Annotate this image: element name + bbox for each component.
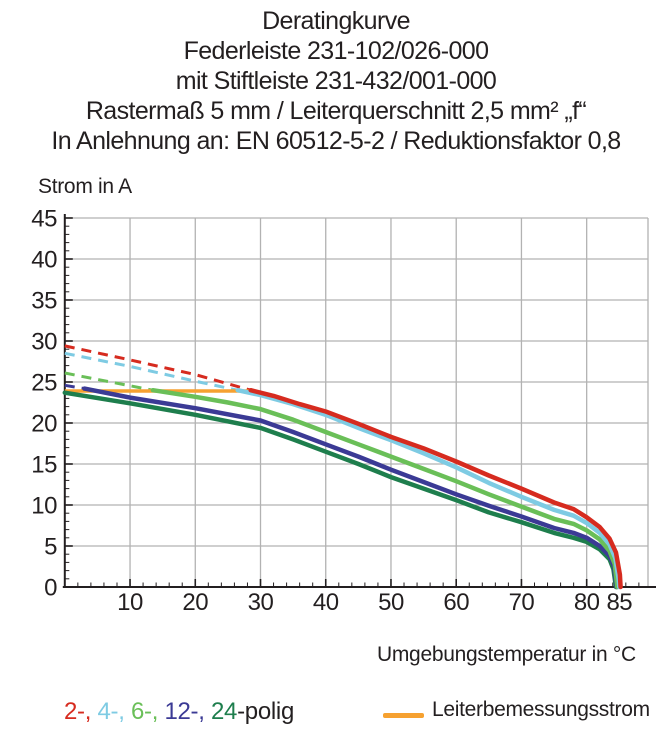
title-line-3: mit Stiftleiste 231-432/001-000 <box>175 67 497 95</box>
legend-pole-item: 12-, <box>164 698 211 725</box>
y-tick-label: 10 <box>31 493 57 520</box>
x-tick-label: 40 <box>313 589 339 616</box>
y-tick-label: 30 <box>31 329 57 356</box>
y-tick-label: 45 <box>31 206 57 233</box>
y-tick-label: 40 <box>31 247 57 274</box>
legend-pole-suffix: -polig <box>237 698 294 725</box>
curve-4-polig <box>235 387 622 590</box>
title-line-5: In Anlehnung an: EN 60512-5-2 / Reduktio… <box>51 127 621 155</box>
legend-pole-counts: 2-, 4-, 6-, 12-, 24-polig <box>64 698 294 726</box>
curve-24-polig <box>62 390 619 590</box>
y-tick-label: 25 <box>31 370 57 397</box>
y-tick-label: 35 <box>31 288 57 315</box>
title-line-4: Rastermaß 5 mm / Leiterquerschnitt 2,5 m… <box>85 97 587 125</box>
curve-6-polig-dashed <box>64 371 154 392</box>
legend-pole-item: 6-, <box>130 698 165 725</box>
title-line-1: Deratingkurve <box>262 7 410 35</box>
curve-2-polig <box>248 387 623 590</box>
rated-current-label: Leiterbemessungsstrom <box>432 698 650 721</box>
x-tick-label: 30 <box>248 589 274 616</box>
legend-pole-item: 4-, <box>97 698 131 725</box>
curve-12-polig-dashed <box>64 383 85 391</box>
x-tick-label: 60 <box>443 589 469 616</box>
curve-6-polig <box>150 387 620 590</box>
curve-12-polig <box>82 386 619 590</box>
x-tick-label: 80 <box>574 589 600 616</box>
y-tick-label: 0 <box>44 575 57 602</box>
chart-title-block: Deratingkurve Federleiste 231-102/026-00… <box>0 6 672 156</box>
y-tick-label: 20 <box>31 411 57 438</box>
y-axis-title: Strom in A <box>38 175 132 198</box>
curve-4-polig-dashed <box>64 351 239 392</box>
legend-pole-item: 2-, <box>64 698 98 725</box>
title-line-2: Federleiste 231-102/026-000 <box>183 37 489 65</box>
y-tick-label: 5 <box>44 534 57 561</box>
x-axis-title: Umgebungstemperatur in °C <box>377 643 636 666</box>
legend-pole-item: 24 <box>210 698 238 725</box>
y-tick-label: 15 <box>31 452 57 479</box>
x-tick-label: 70 <box>509 589 535 616</box>
x-tick-label: 10 <box>117 589 143 616</box>
curve-2-polig-dashed <box>64 344 252 392</box>
x-tick-label: 20 <box>182 589 208 616</box>
x-tick-label: 85 <box>606 589 632 616</box>
x-tick-label: 50 <box>378 589 404 616</box>
rated-current-line-swatch <box>383 713 424 718</box>
